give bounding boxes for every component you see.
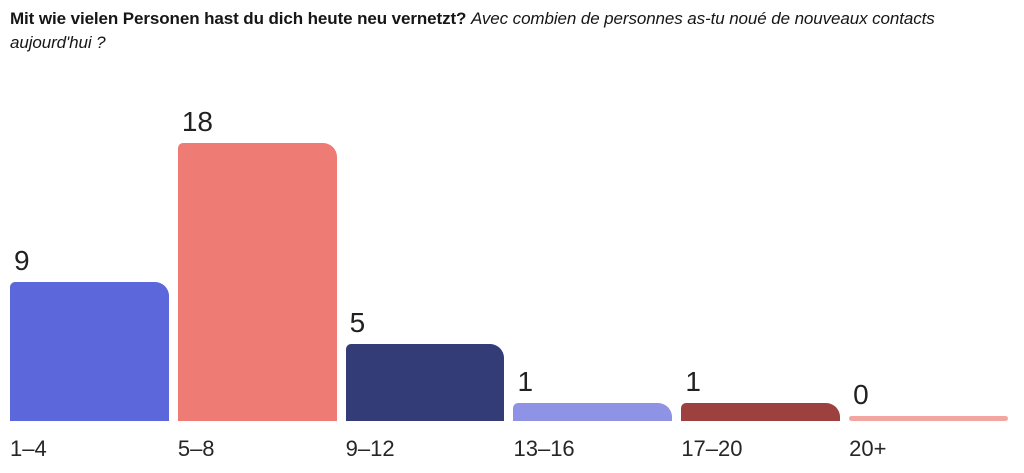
bar-group: 18 5–8 (177, 106, 337, 473)
bar (681, 403, 841, 421)
bar-group: 1 17–20 (681, 366, 841, 473)
bar-category-label: 5–8 (177, 436, 215, 461)
bar-group: 0 20+ (849, 381, 1008, 473)
bar-category-label: 17–20 (681, 436, 743, 461)
bar (513, 403, 673, 421)
bar-value-label: 18 (181, 106, 213, 137)
bar-value-label: 0 (853, 379, 869, 410)
question-text-german: Mit wie vielen Personen hast du dich heu… (10, 9, 467, 28)
bar-chart: 9 1–4 18 5–8 5 9–12 1 13–16 1 17–20 0 20+ (10, 0, 1008, 473)
bar-category-label: 1–4 (10, 436, 47, 461)
bar-value-label: 1 (517, 366, 534, 397)
bar-category-label: 9–12 (345, 436, 395, 461)
bar-category-label: 20+ (849, 436, 887, 461)
bar-group: 9 1–4 (10, 247, 169, 473)
bar (849, 416, 1008, 421)
bar-value-label: 5 (349, 307, 366, 338)
bar-value-label: 9 (14, 245, 30, 276)
bar (345, 344, 505, 421)
bar-group: 1 13–16 (513, 366, 673, 473)
bar-value-label: 1 (685, 366, 701, 397)
question-title: Mit wie vielen Personen hast du dich heu… (10, 7, 984, 55)
bar (177, 143, 337, 421)
bar-group: 5 9–12 (345, 307, 505, 473)
bar-category-label: 13–16 (513, 436, 575, 461)
question-text-french: Avec combien de personnes as-tu noué de … (10, 9, 935, 52)
bar (10, 282, 169, 421)
